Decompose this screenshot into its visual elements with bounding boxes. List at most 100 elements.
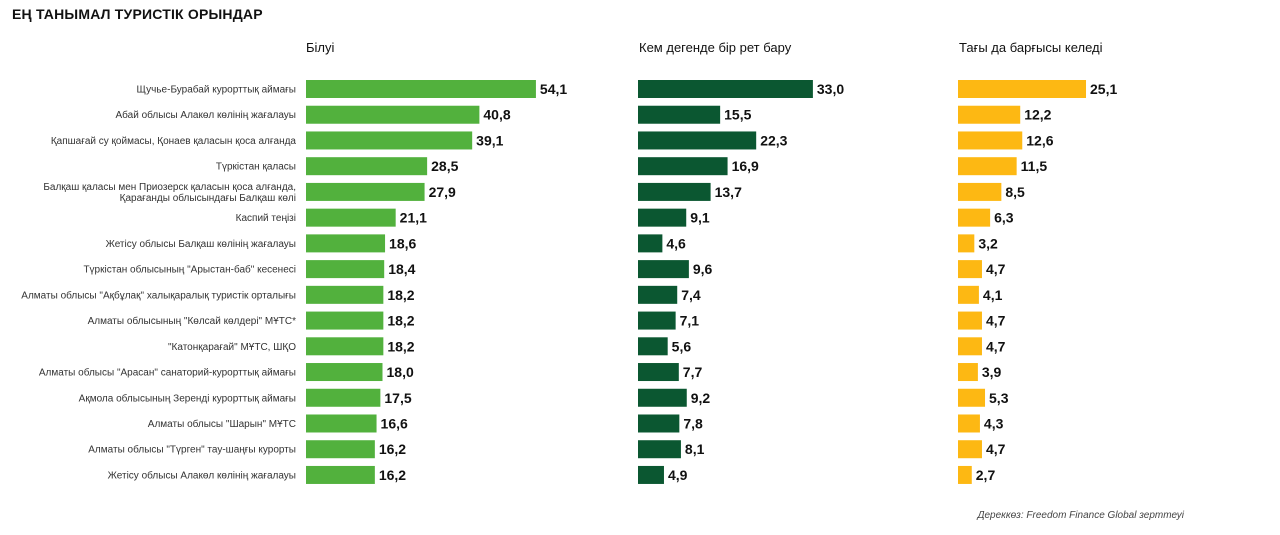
bar-revisit bbox=[958, 260, 982, 279]
bar-awareness bbox=[306, 414, 377, 433]
value-label: 7,4 bbox=[681, 287, 701, 303]
bar-awareness bbox=[306, 208, 396, 227]
page-title: ЕҢ ТАНЫМАЛ ТУРИСТІК ОРЫНДАР bbox=[12, 6, 263, 22]
bar-awareness bbox=[306, 465, 375, 484]
value-label: 9,2 bbox=[691, 390, 711, 406]
bar-visited bbox=[638, 388, 687, 407]
category-label: Каспий теңізі bbox=[236, 213, 296, 224]
value-label: 12,2 bbox=[1024, 107, 1051, 123]
bar-revisit bbox=[958, 182, 1002, 201]
value-label: 12,6 bbox=[1026, 132, 1053, 148]
value-label: 4,7 bbox=[986, 261, 1006, 277]
bar-awareness bbox=[306, 182, 425, 201]
value-label: 18,2 bbox=[387, 338, 414, 354]
value-label: 16,2 bbox=[379, 441, 406, 457]
bar-visited bbox=[638, 80, 813, 98]
source-note: Дереккөз: Freedom Finance Global зерттеу… bbox=[977, 510, 1184, 521]
category-label: Щучье-Бурабай курорттық аймағы bbox=[137, 84, 296, 96]
bar-awareness bbox=[306, 131, 473, 150]
bar-awareness bbox=[306, 285, 384, 304]
bar-awareness bbox=[306, 80, 536, 98]
value-label: 33,0 bbox=[817, 81, 844, 97]
category-label: Түркістан қаласы bbox=[216, 162, 296, 173]
value-label: 16,6 bbox=[381, 415, 408, 431]
bar-revisit bbox=[958, 105, 1021, 124]
value-label: 18,4 bbox=[388, 261, 415, 277]
value-label: 4,1 bbox=[983, 287, 1003, 303]
category-label: Алматы облысының "Көлсай көлдері" МҰТС* bbox=[88, 315, 297, 327]
value-label: 9,6 bbox=[693, 261, 713, 277]
category-label: Алматы облысы "Түрген" тау-шаңғы курорты bbox=[88, 444, 296, 456]
category-label: "Катонқарағай" МҰТС, ШҚО bbox=[168, 342, 296, 353]
value-label: 4,9 bbox=[668, 467, 688, 483]
value-label: 3,9 bbox=[982, 364, 1002, 380]
bar-awareness bbox=[306, 388, 381, 407]
bar-visited bbox=[638, 105, 721, 124]
bar-awareness bbox=[306, 105, 480, 124]
bar-visited bbox=[638, 234, 663, 253]
value-label: 9,1 bbox=[690, 210, 710, 226]
category-label: Алматы облысы "Арасан" санаторий-курортт… bbox=[39, 367, 296, 379]
bar-revisit bbox=[958, 80, 1087, 98]
bar-awareness bbox=[306, 440, 375, 459]
category-label: Абай облысы Алакөл көлінің жағалауы bbox=[115, 109, 296, 121]
bar-revisit bbox=[958, 311, 982, 330]
bar-revisit bbox=[958, 208, 991, 227]
value-label: 25,1 bbox=[1090, 81, 1117, 97]
value-label: 8,1 bbox=[685, 441, 705, 457]
value-label: 5,3 bbox=[989, 390, 1009, 406]
value-label: 11,5 bbox=[1021, 158, 1048, 174]
bar-awareness bbox=[306, 157, 428, 176]
bar-revisit bbox=[958, 157, 1017, 176]
value-label: 4,3 bbox=[984, 415, 1004, 431]
value-label: 4,6 bbox=[666, 235, 686, 251]
bar-revisit bbox=[958, 414, 980, 433]
bar-awareness bbox=[306, 311, 384, 330]
category-label: Жетісу облысы Алакөл көлінің жағалауы bbox=[108, 469, 296, 481]
value-label: 21,1 bbox=[400, 210, 427, 226]
category-label: Алматы облысы "Ақбұлақ" халықаралық тури… bbox=[21, 289, 296, 301]
bar-visited bbox=[638, 157, 728, 176]
bar-revisit bbox=[958, 285, 979, 304]
bar-awareness bbox=[306, 363, 383, 382]
value-label: 27,9 bbox=[429, 184, 456, 200]
bar-visited bbox=[638, 285, 678, 304]
bar-revisit bbox=[958, 388, 986, 407]
bar-visited bbox=[638, 414, 680, 433]
value-label: 8,5 bbox=[1005, 184, 1025, 200]
value-label: 2,7 bbox=[976, 467, 996, 483]
value-label: 18,2 bbox=[387, 287, 414, 303]
value-label: 40,8 bbox=[483, 107, 510, 123]
value-label: 18,0 bbox=[387, 364, 414, 380]
bar-visited bbox=[638, 131, 757, 150]
column-title-visited: Кем дегенде бір рет бару bbox=[639, 40, 792, 55]
bar-visited bbox=[638, 440, 681, 459]
bar-visited bbox=[638, 208, 687, 227]
value-label: 16,9 bbox=[732, 158, 759, 174]
value-label: 54,1 bbox=[540, 81, 567, 97]
bar-revisit bbox=[958, 131, 1023, 150]
bar-revisit bbox=[958, 440, 982, 459]
bar-visited bbox=[638, 311, 676, 330]
value-label: 4,7 bbox=[986, 441, 1006, 457]
value-label: 6,3 bbox=[994, 210, 1014, 226]
value-label: 5,6 bbox=[672, 338, 692, 354]
value-label: 3,2 bbox=[978, 235, 998, 251]
category-label: Қапшағай су қоймасы, Қонаев қаласын қоса… bbox=[51, 136, 297, 147]
bar-awareness bbox=[306, 337, 384, 356]
category-label: Ақмола облысының Зеренді курорттық аймағ… bbox=[79, 392, 296, 404]
value-label: 7,1 bbox=[680, 313, 700, 329]
value-label: 18,2 bbox=[387, 313, 414, 329]
value-label: 13,7 bbox=[715, 184, 742, 200]
value-label: 15,5 bbox=[724, 107, 751, 123]
value-label: 7,7 bbox=[683, 364, 703, 380]
column-title-awareness: Білуі bbox=[306, 40, 335, 55]
bar-visited bbox=[638, 260, 689, 279]
category-label: Алматы облысы "Шарын" МҰТС bbox=[148, 418, 296, 430]
column-title-revisit: Тағы да барғысы келеді bbox=[959, 40, 1103, 55]
category-label: Жетісу облысы Балқаш көлінің жағалауы bbox=[106, 238, 296, 250]
bar-visited bbox=[638, 363, 679, 382]
bar-awareness bbox=[306, 260, 385, 279]
value-label: 28,5 bbox=[431, 158, 458, 174]
